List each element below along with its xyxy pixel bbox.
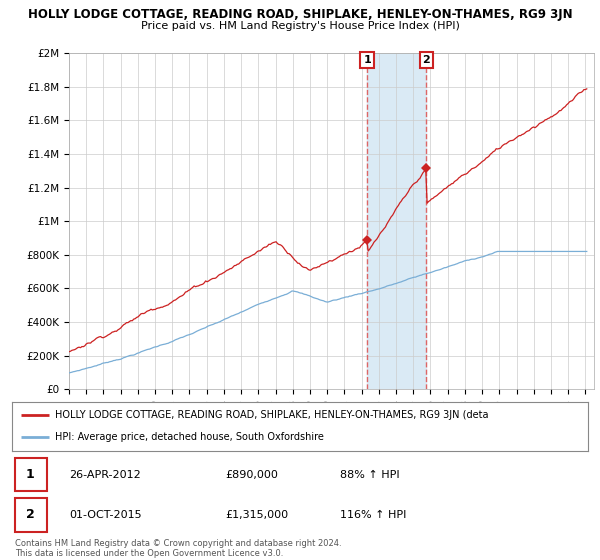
- Text: £1,315,000: £1,315,000: [225, 510, 288, 520]
- Text: 2: 2: [422, 55, 430, 65]
- Text: Contains HM Land Registry data © Crown copyright and database right 2024.
This d: Contains HM Land Registry data © Crown c…: [15, 539, 341, 558]
- FancyBboxPatch shape: [15, 498, 47, 532]
- FancyBboxPatch shape: [15, 458, 47, 492]
- Text: 01-OCT-2015: 01-OCT-2015: [70, 510, 142, 520]
- Text: HOLLY LODGE COTTAGE, READING ROAD, SHIPLAKE, HENLEY-ON-THAMES, RG9 3JN (deta: HOLLY LODGE COTTAGE, READING ROAD, SHIPL…: [55, 410, 488, 420]
- Text: HPI: Average price, detached house, South Oxfordshire: HPI: Average price, detached house, Sout…: [55, 432, 324, 442]
- Text: 88% ↑ HPI: 88% ↑ HPI: [340, 470, 400, 479]
- Text: £890,000: £890,000: [225, 470, 278, 479]
- Text: 1: 1: [26, 468, 35, 481]
- Text: Price paid vs. HM Land Registry's House Price Index (HPI): Price paid vs. HM Land Registry's House …: [140, 21, 460, 31]
- Text: 26-APR-2012: 26-APR-2012: [70, 470, 142, 479]
- Text: 2: 2: [26, 508, 35, 521]
- Text: 1: 1: [363, 55, 371, 65]
- Bar: [367, 53, 426, 389]
- Text: 116% ↑ HPI: 116% ↑ HPI: [340, 510, 407, 520]
- Text: HOLLY LODGE COTTAGE, READING ROAD, SHIPLAKE, HENLEY-ON-THAMES, RG9 3JN: HOLLY LODGE COTTAGE, READING ROAD, SHIPL…: [28, 8, 572, 21]
